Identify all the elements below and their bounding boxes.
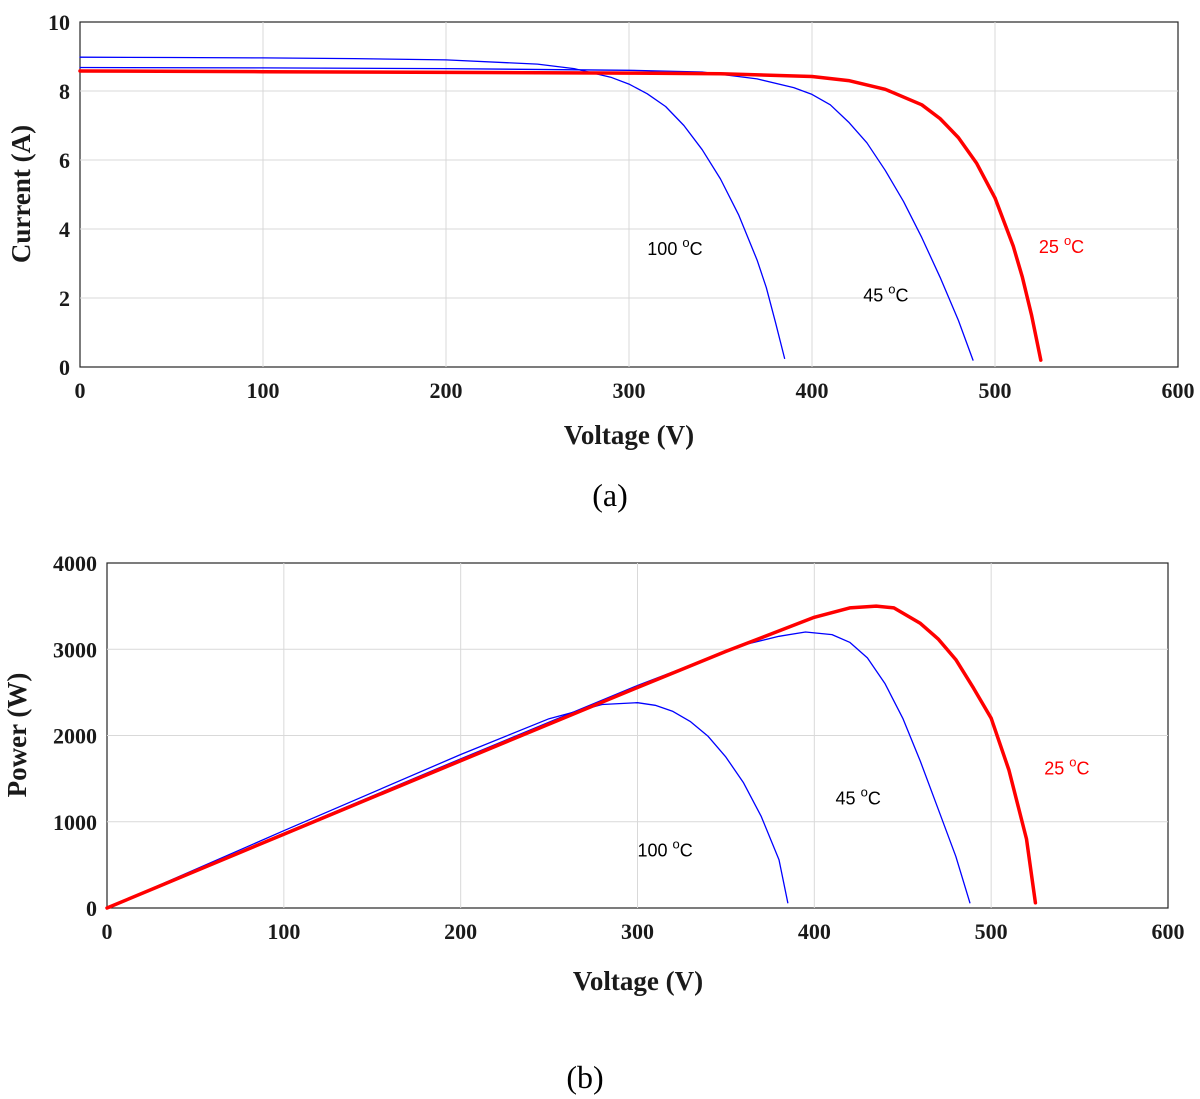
y-tick-label: 3000 — [53, 637, 97, 662]
y-tick-labels: 0 2 4 6 8 10 — [48, 10, 70, 380]
x-tick-label: 400 — [798, 919, 831, 944]
series-line — [79, 56, 786, 360]
temperature-label: 100 oC — [638, 836, 693, 860]
x-tick-label: 500 — [975, 919, 1008, 944]
x-tick-labels: 0 100 200 300 400 500 600 — [75, 378, 1195, 403]
x-tick-label: 400 — [796, 378, 829, 403]
x-tick-label: 100 — [247, 378, 280, 403]
y-axis-label: Power (W) — [2, 673, 32, 798]
chart-panel-b: 0 100 200 300 400 500 600 0 1000 2000 3000 4000 10… — [2, 551, 1185, 1095]
x-tick-label: 300 — [621, 919, 654, 944]
series-layer — [78, 56, 1043, 362]
series-line — [78, 69, 1043, 362]
y-tick-label: 4000 — [53, 551, 97, 576]
series-line — [105, 604, 1038, 910]
x-tick-labels: 0 100 200 300 400 500 600 — [102, 919, 1185, 944]
series-line — [79, 66, 974, 361]
y-tick-label: 2000 — [53, 724, 97, 749]
temperature-label: 25 oC — [1039, 233, 1084, 257]
panel-label: (a) — [592, 477, 628, 513]
temperature-label: 100 oC — [647, 235, 702, 259]
gridlines — [80, 22, 1178, 367]
y-tick-label: 8 — [59, 79, 70, 104]
series-line — [106, 631, 971, 909]
panel-label: (b) — [566, 1059, 603, 1095]
gridlines — [107, 563, 1168, 908]
temperature-annotations: 100 oC 45 oC 25 oC — [647, 233, 1084, 305]
chart-panel-a: 0 100 200 300 400 500 600 0 2 4 6 8 10 100 oC 45 oC 2… — [6, 10, 1195, 513]
y-tick-label: 0 — [59, 355, 70, 380]
series-line — [106, 702, 789, 909]
y-tick-label: 6 — [59, 148, 70, 173]
temperature-label: 45 oC — [836, 785, 881, 809]
x-axis-label: Voltage (V) — [573, 966, 703, 996]
x-axis-label: Voltage (V) — [564, 420, 694, 450]
temperature-label: 45 oC — [863, 281, 908, 305]
y-tick-labels: 0 1000 2000 3000 4000 — [53, 551, 97, 921]
x-tick-label: 200 — [444, 919, 477, 944]
temperature-annotations: 100 oC 45 oC 25 oC — [638, 754, 1090, 860]
x-tick-label: 500 — [979, 378, 1012, 403]
series-layer — [105, 604, 1038, 910]
x-tick-label: 200 — [430, 378, 463, 403]
x-tick-label: 300 — [613, 378, 646, 403]
temperature-label: 25 oC — [1044, 754, 1089, 778]
x-tick-label: 600 — [1152, 919, 1185, 944]
y-tick-label: 10 — [48, 10, 70, 35]
y-tick-label: 2 — [59, 286, 70, 311]
y-axis-label: Current (A) — [6, 125, 36, 263]
x-tick-label: 0 — [102, 919, 113, 944]
y-tick-label: 4 — [59, 217, 70, 242]
x-tick-label: 0 — [75, 378, 86, 403]
x-tick-label: 100 — [267, 919, 300, 944]
x-tick-label: 600 — [1162, 378, 1195, 403]
y-tick-label: 1000 — [53, 810, 97, 835]
y-tick-label: 0 — [86, 896, 97, 921]
